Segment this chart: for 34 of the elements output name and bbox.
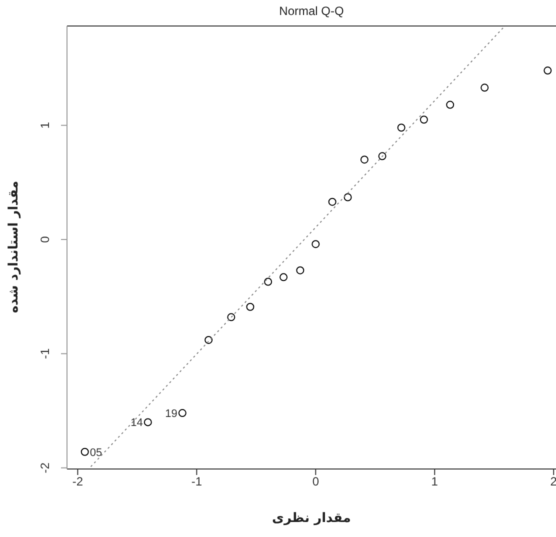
annotation: 14 [130,417,143,430]
point [328,198,336,206]
x-tick-label: 1 [431,474,438,489]
point [144,418,152,426]
x-axis-title: مقدار نظری [271,511,352,526]
y-tick-label: 1 [38,122,52,129]
point [420,116,428,124]
x-tick-label: -2 [72,474,84,489]
x-tick-label: -1 [191,474,202,489]
point [204,336,213,344]
point [446,100,454,109]
y-tick-label: 0 [38,236,52,243]
point [80,448,89,456]
point [246,302,254,311]
point [544,66,552,75]
point [296,266,304,274]
point [397,124,406,132]
x-tick-label: 0 [312,474,320,489]
point [312,240,320,248]
annotation: 19 [165,408,178,420]
point [378,152,386,160]
point [178,409,186,418]
point [360,156,368,164]
annotation: 05 [90,446,102,459]
point [227,313,236,322]
y-axis-title: مقدار استاندارد شده [6,180,22,314]
point [280,273,288,282]
x-tick-label: 2 [550,474,556,489]
point [264,278,272,286]
y-tick-label: -1 [38,348,52,360]
chart-title: Normal Q-Q [278,4,345,18]
point [480,84,489,92]
point [344,193,352,202]
y-tick-label: -2 [38,462,52,474]
